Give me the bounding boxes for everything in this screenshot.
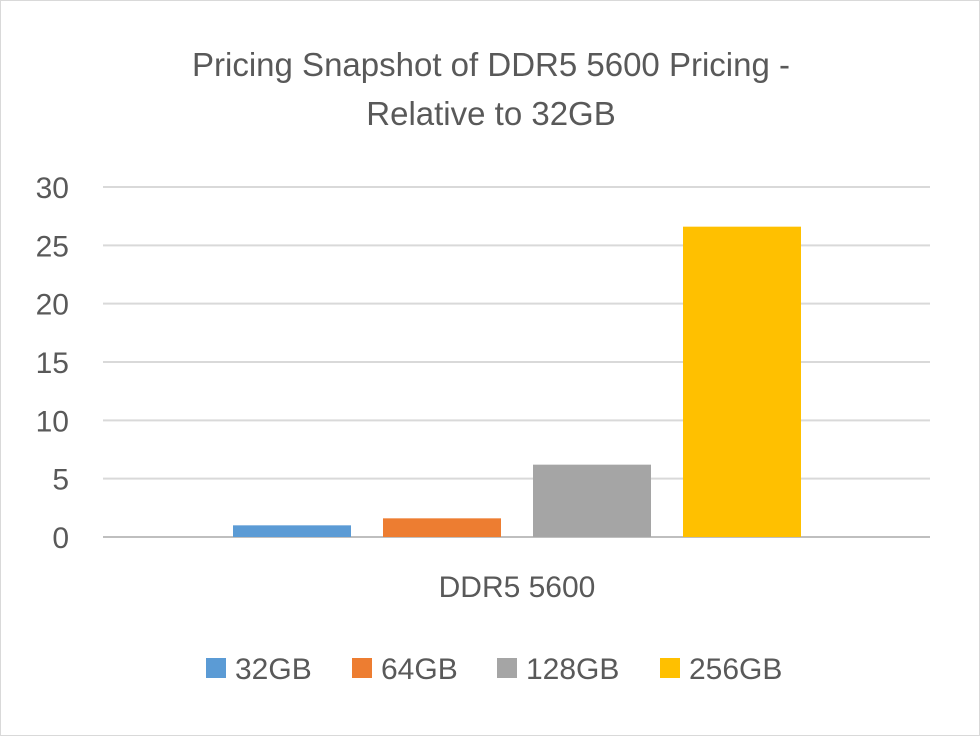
chart-title: Pricing Snapshot of DDR5 5600 Pricing - … (192, 46, 790, 132)
legend-label-32gb: 32GB (235, 653, 312, 686)
y-tick-label-0: 0 (52, 522, 69, 555)
legend-label-128gb: 128GB (526, 653, 619, 686)
legend-swatch-256gb (660, 658, 680, 678)
legend-swatch-32gb (206, 658, 226, 678)
chart-title-line-1: Pricing Snapshot of DDR5 5600 Pricing - (192, 46, 790, 83)
legend: 32GB 64GB 128GB 256GB (206, 653, 782, 686)
y-tick-label-10: 10 (36, 405, 69, 438)
bar-32gb (233, 525, 351, 537)
legend-label-64gb: 64GB (381, 653, 458, 686)
bars (233, 226, 801, 537)
x-axis: DDR5 5600 (439, 571, 596, 604)
bar-64gb (383, 518, 501, 537)
y-tick-label-25: 25 (36, 230, 69, 263)
bar-256gb (683, 226, 801, 537)
y-axis-ticks: 0 5 10 15 20 25 30 (36, 172, 69, 555)
y-tick-label-30: 30 (36, 172, 69, 205)
legend-label-256gb: 256GB (689, 653, 782, 686)
legend-swatch-64gb (352, 658, 372, 678)
chart-title-line-2: Relative to 32GB (366, 95, 615, 132)
bar-128gb (533, 464, 651, 537)
y-tick-label-5: 5 (52, 464, 69, 497)
category-label: DDR5 5600 (439, 571, 596, 604)
y-tick-label-20: 20 (36, 289, 69, 322)
legend-swatch-128gb (497, 658, 517, 678)
y-tick-label-15: 15 (36, 347, 69, 380)
gridlines (103, 186, 930, 538)
